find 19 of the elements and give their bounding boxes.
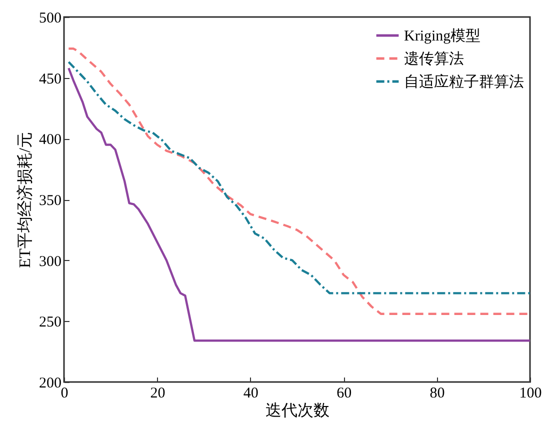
legend-label: 遗传算法 — [404, 50, 464, 68]
y-tick-label: 300 — [39, 254, 62, 270]
legend-label: 自适应粒子群算法 — [404, 74, 524, 90]
x-tick-label: 100 — [519, 386, 542, 402]
y-tick-label: 350 — [39, 193, 62, 209]
y-tick-label: 250 — [39, 314, 62, 331]
x-tick-label: 0 — [60, 386, 68, 402]
x-tick-label: 60 — [336, 386, 352, 402]
y-tick-label: 450 — [39, 71, 62, 88]
x-axis-title: 迭代次数 — [266, 402, 330, 420]
y-tick-label: 500 — [39, 10, 62, 26]
y-axis-title: ET平均经济损耗/元 — [16, 132, 34, 268]
x-tick-label: 40 — [243, 386, 258, 402]
y-tick-label: 400 — [39, 132, 62, 148]
legend-label: Kriging模型 — [404, 28, 481, 44]
y-tick-label: 200 — [39, 376, 62, 392]
x-tick-label: 20 — [150, 386, 166, 402]
x-tick-label: 80 — [430, 386, 445, 402]
line-series — [68, 67, 532, 342]
